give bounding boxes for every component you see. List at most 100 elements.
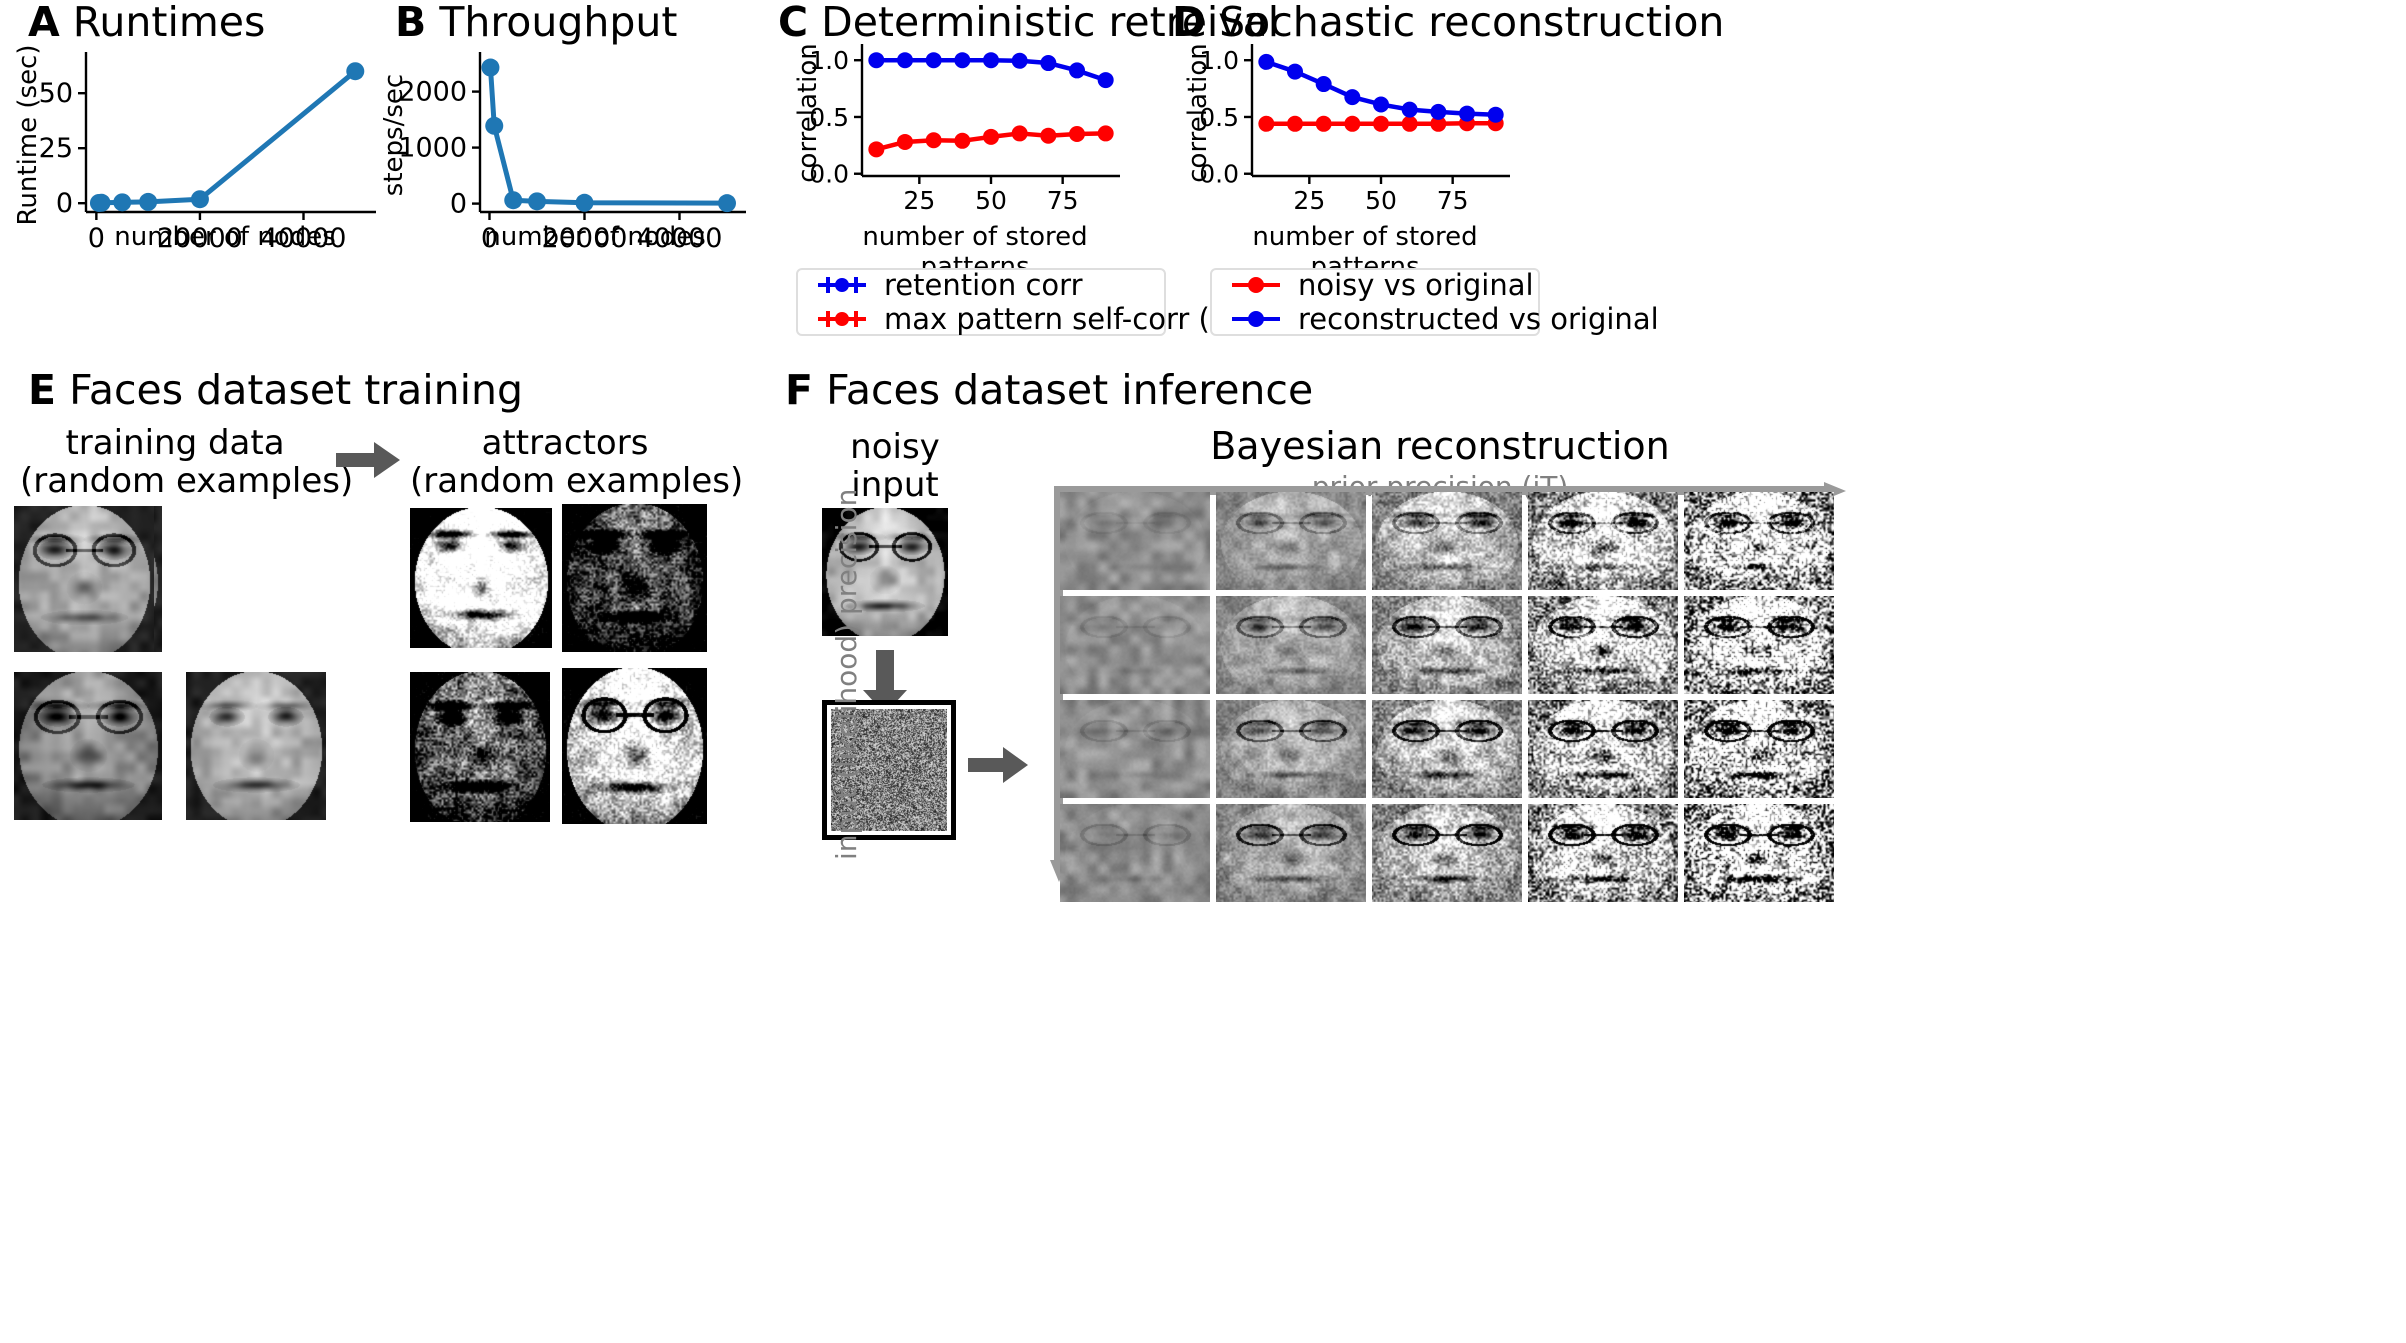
y-tick-label: 25 <box>39 133 73 164</box>
face-attractor-3 <box>410 672 550 822</box>
data-point <box>1258 115 1275 132</box>
data-point <box>1459 105 1475 122</box>
panel-b-xlabel-wrap: number of nodes <box>430 222 760 252</box>
panel-f-reconstruction-grid <box>1060 492 1836 904</box>
panel-a-title: A Runtimes <box>28 2 265 43</box>
panel-b-letter: B <box>395 0 427 46</box>
panel-e-letter: E <box>28 366 57 414</box>
x-tick-label: 50 <box>975 186 1007 215</box>
data-point <box>1258 53 1275 70</box>
panel-d: D Sochastic reconstruction <box>1172 2 1724 43</box>
panel-a: A Runtimes <box>28 2 265 43</box>
y-tick-label: 0.0 <box>809 160 849 189</box>
data-point <box>983 128 999 145</box>
panel-f-noisy-input <box>822 700 956 840</box>
down-arrow-icon <box>863 650 907 714</box>
down-arrow-icon <box>1050 486 1068 882</box>
panel-f-title-text: Faces dataset inference <box>826 366 1314 414</box>
panel-e-training-label: training data (random examples) <box>20 423 354 502</box>
face-noise-input <box>831 709 947 831</box>
panel-d-legend: noisy vs original reconstructed vs origi… <box>1210 268 1659 336</box>
panel-c-xlabel-wrap: number of stored patterns <box>810 222 1140 282</box>
panel-a-chart: 0 25 50 0 20000 40000 Runtime (sec) <box>0 40 390 260</box>
face-attractor-1 <box>410 508 552 648</box>
panel-c-title: C Deterministic retreival <box>778 2 1279 43</box>
legend-item: retention corr <box>816 268 1146 302</box>
reconstruction-cell <box>1528 596 1678 694</box>
legend-label: retention corr <box>884 268 1083 302</box>
panel-c-letter: C <box>778 0 809 46</box>
reconstruction-cell <box>1684 700 1834 798</box>
reconstruction-cell <box>1372 596 1522 694</box>
x-tick-label: 75 <box>1437 186 1469 215</box>
data-point <box>1487 106 1504 123</box>
panel-f-input-label: noisy input <box>850 427 940 506</box>
x-tick-label: 0 <box>88 223 105 254</box>
data-point <box>1069 62 1085 79</box>
data-point <box>1401 115 1418 132</box>
y-axis-label: Runtime (sec) <box>13 45 43 226</box>
panel-b-title: B Throughput <box>395 2 677 43</box>
panel-a-title-text: Runtimes <box>72 0 266 46</box>
panel-e-arrow <box>336 440 402 480</box>
panel-b-title-text: Throughput <box>439 0 678 46</box>
bayesian-reconstruction-title: Bayesian reconstruction <box>1210 424 1670 468</box>
data-point <box>983 52 999 69</box>
x-tick-label: 0 <box>481 223 498 254</box>
panel-d-title: D Sochastic reconstruction <box>1172 2 1724 43</box>
face-attractor-2 <box>562 504 707 652</box>
y-tick-label: 1000 <box>398 133 467 164</box>
data-point <box>481 58 500 77</box>
series-line <box>96 68 358 206</box>
y-tick-label: 0 <box>56 188 73 219</box>
y-tick-label: 0.5 <box>809 103 849 132</box>
panel-a-letter: A <box>28 0 60 46</box>
y-axis-label: steps/sec <box>379 74 409 196</box>
legend-label: noisy vs original <box>1298 268 1534 302</box>
reconstruction-cell <box>1528 700 1678 798</box>
x-tick-label: 40000 <box>637 223 723 254</box>
legend-marker-errorbar-icon <box>818 277 866 293</box>
data-point <box>504 191 523 210</box>
x-tick-label: 20000 <box>542 223 628 254</box>
reconstruction-cell <box>1684 596 1834 694</box>
panel-c-title-text: Deterministic retreival <box>821 0 1280 46</box>
panel-f-x-axis-arrow <box>1056 482 1846 500</box>
x-tick-label: 40000 <box>261 223 347 254</box>
data-point <box>1069 126 1085 142</box>
legend-item: noisy vs original <box>1230 268 1534 302</box>
data-point <box>575 193 594 212</box>
series-line <box>487 65 730 206</box>
panel-c: C Deterministic retreival <box>778 2 1279 43</box>
panel-c-legend: retention corr max pattern self-corr (ba… <box>796 268 1343 336</box>
data-point <box>925 52 942 69</box>
x-tick-label: 75 <box>1047 186 1079 215</box>
reconstruction-cell <box>1060 596 1210 694</box>
data-point <box>1287 63 1303 80</box>
panel-c-xlabel: number of stored patterns <box>862 222 1088 282</box>
data-point <box>139 192 158 211</box>
x-tick-label: 25 <box>1293 186 1325 215</box>
face-clean-input <box>822 508 948 636</box>
data-point <box>1401 101 1418 118</box>
panel-f-letter: F <box>785 366 814 414</box>
data-point <box>485 116 504 135</box>
y-tick-label: 0.0 <box>1199 160 1239 189</box>
data-point <box>528 192 546 211</box>
y-tick-label: 2000 <box>398 77 467 108</box>
data-point <box>1430 103 1447 120</box>
data-point <box>1344 89 1361 106</box>
data-point <box>1011 52 1028 69</box>
reconstruction-cell <box>1216 700 1366 798</box>
reconstruction-cell <box>1528 804 1678 902</box>
panel-e-title: E Faces dataset training <box>28 370 523 411</box>
panel-d-letter: D <box>1172 0 1207 46</box>
data-point <box>1287 115 1303 132</box>
panel-a-xlabel-wrap: number of nodes <box>60 222 390 252</box>
data-point <box>954 132 971 149</box>
reconstruction-cell <box>1060 492 1210 590</box>
reconstruction-cell <box>1684 804 1834 902</box>
data-point <box>868 141 885 158</box>
panel-f-clean-input <box>822 508 948 640</box>
data-point <box>346 62 365 81</box>
